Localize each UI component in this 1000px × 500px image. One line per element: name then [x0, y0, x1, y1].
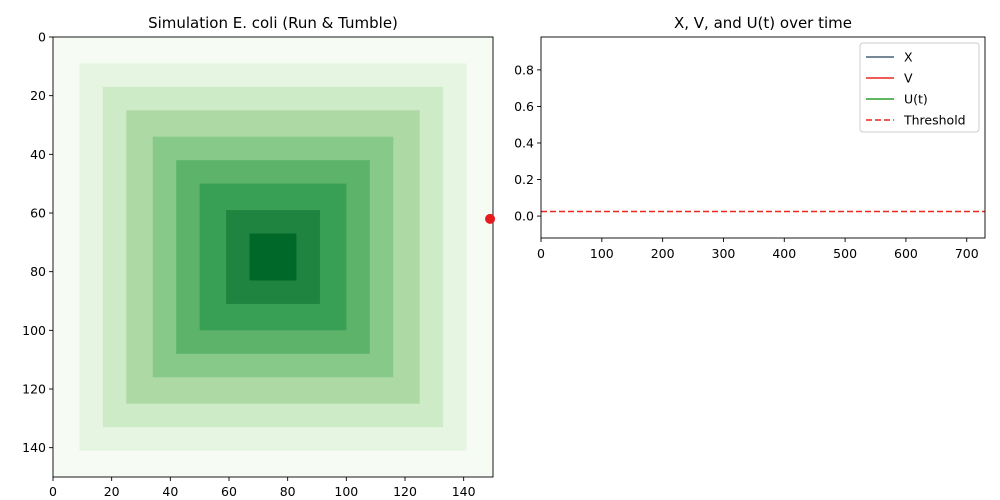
- line-x-tick-label: 600: [894, 246, 918, 261]
- heatmap-x-axis: 0 20 40 60 80 100 120 140: [49, 477, 476, 499]
- line-title: X, V, and U(t) over time: [674, 14, 852, 32]
- legend-box: [859, 42, 980, 133]
- legend-label-u-t: U(t): [904, 92, 928, 107]
- heatmap-x-tick-label: 20: [104, 484, 120, 499]
- line-legend: XV U(t) Threshold: [859, 42, 980, 133]
- heatmap-y-tick-label: 120: [22, 382, 46, 397]
- line-x-tick-label: 0: [537, 246, 545, 261]
- legend-label-v: V: [904, 71, 913, 86]
- line-y-tick-label: 0.2: [514, 172, 534, 187]
- line-x-tick-label: 400: [772, 246, 796, 261]
- heatmap-axes-frame: [52, 36, 494, 478]
- line-y-axis: 0.0 0.2 0.4 0.6 0.8: [514, 62, 541, 224]
- line-x-axis: 0 100 200 300 400 500 600 700: [537, 238, 979, 261]
- heatmap-field: [53, 37, 493, 477]
- heatmap-x-tick-label: 140: [452, 484, 476, 499]
- bacterium-marker-layer: [485, 213, 496, 224]
- heatmap-x-tick-label: 80: [280, 484, 296, 499]
- heatmap-title: Simulation E. coli (Run & Tumble): [148, 14, 398, 32]
- line-x-tick-label: 300: [712, 246, 736, 261]
- heatmap-y-tick-label: 60: [30, 206, 46, 221]
- heatmap-x-tick-label: 40: [162, 484, 178, 499]
- line-y-tick-label: 0.8: [514, 62, 534, 77]
- heatmap-level-8: [249, 233, 297, 281]
- line-x-tick-label: 700: [955, 246, 979, 261]
- heatmap-x-tick-label: 100: [334, 484, 358, 499]
- line-x-tick-label: 100: [590, 246, 614, 261]
- heatmap-y-axis: 0 20 40 60 80 100 120 140: [22, 30, 53, 455]
- heatmap-panel: Simulation E. coli (Run & Tumble) 0 20 40 6…: [22, 14, 496, 499]
- heatmap-y-tick-label: 40: [30, 147, 46, 162]
- line-x-tick-label: 500: [833, 246, 857, 261]
- bacterium-marker: [485, 213, 496, 224]
- line-y-tick-label: 0.6: [514, 99, 534, 114]
- line-axes-frame: [540, 36, 986, 239]
- legend-label-threshold: Threshold: [903, 113, 966, 128]
- legend-label-x: X: [904, 50, 913, 65]
- heatmap-y-tick-label: 80: [30, 264, 46, 279]
- heatmap-y-tick-label: 100: [22, 323, 46, 338]
- line-x-tick-label: 200: [651, 246, 675, 261]
- heatmap-x-tick-label: 0: [49, 484, 57, 499]
- line-panel: X, V, and U(t) over time 0 100 200 300 400 50…: [514, 14, 986, 261]
- line-y-tick-label: 0.0: [514, 209, 534, 224]
- heatmap-x-tick-label: 120: [393, 484, 417, 499]
- heatmap-x-tick-label: 60: [221, 484, 237, 499]
- heatmap-y-tick-label: 0: [38, 30, 46, 45]
- heatmap-y-tick-label: 140: [22, 440, 46, 455]
- heatmap-y-tick-label: 20: [30, 88, 46, 103]
- line-y-tick-label: 0.4: [514, 135, 534, 150]
